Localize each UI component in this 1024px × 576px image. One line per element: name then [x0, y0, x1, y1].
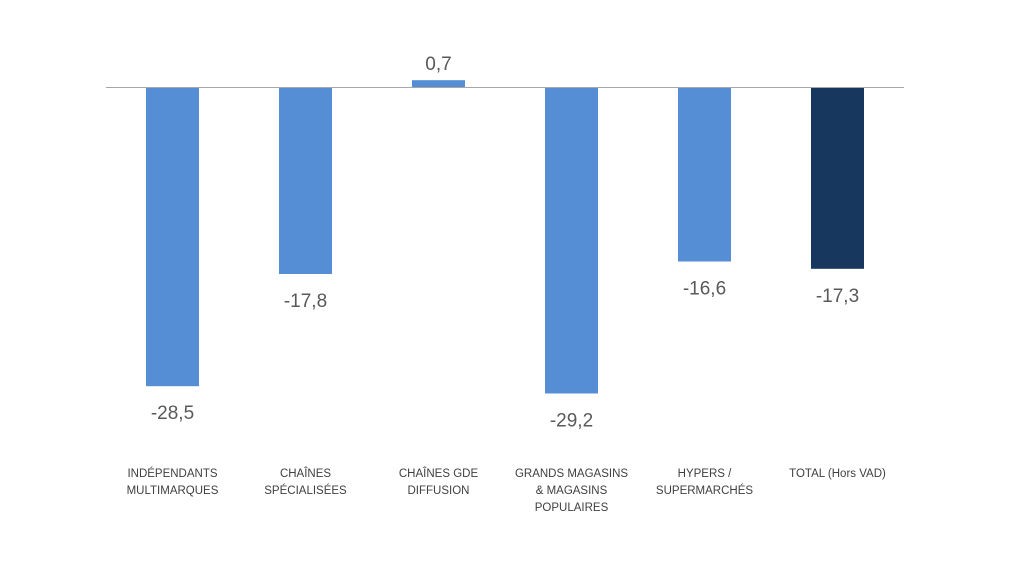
category-label-4-0: HYPERS /	[678, 468, 732, 480]
data-label-2: 0,7	[425, 54, 451, 75]
category-label-2-1: DIFFUSION	[408, 485, 470, 497]
category-label-5-0: TOTAL (Hors VAD)	[789, 468, 886, 480]
data-label-0: -28,5	[151, 403, 194, 424]
category-label-4-1: SUPERMARCHÉS	[656, 484, 753, 497]
data-label-5: -17,3	[816, 286, 859, 307]
data-label-3: -29,2	[550, 411, 593, 432]
category-label-3-2: POPULAIRES	[535, 502, 609, 514]
category-label-0-1: MULTIMARQUES	[127, 485, 219, 497]
category-label-1-1: SPÉCIALISÉES	[264, 484, 347, 497]
category-label-2-0: CHAÎNES GDE	[399, 467, 479, 480]
value-labels-group: -28,5 -17,8 0,7 -29,2 -16,6 -17,3	[151, 54, 859, 431]
bar-1	[279, 87, 332, 274]
bar-2	[412, 80, 465, 88]
category-label-3-0: GRANDS MAGASINS	[515, 468, 628, 480]
bars-group	[146, 80, 864, 394]
bar-4	[678, 87, 731, 262]
data-label-4: -16,6	[683, 279, 726, 300]
bar-3	[545, 87, 598, 394]
category-label-1-0: CHAÎNES	[280, 467, 331, 480]
bar-5	[811, 87, 864, 269]
bar-0	[146, 87, 199, 387]
category-label-0-0: INDÉPENDANTS	[127, 467, 217, 480]
category-label-3-1: & MAGASINS	[536, 485, 608, 497]
category-labels-group: INDÉPENDANTS MULTIMARQUES CHAÎNES SPÉCIALIS…	[127, 467, 886, 514]
data-label-1: -17,8	[284, 291, 327, 312]
